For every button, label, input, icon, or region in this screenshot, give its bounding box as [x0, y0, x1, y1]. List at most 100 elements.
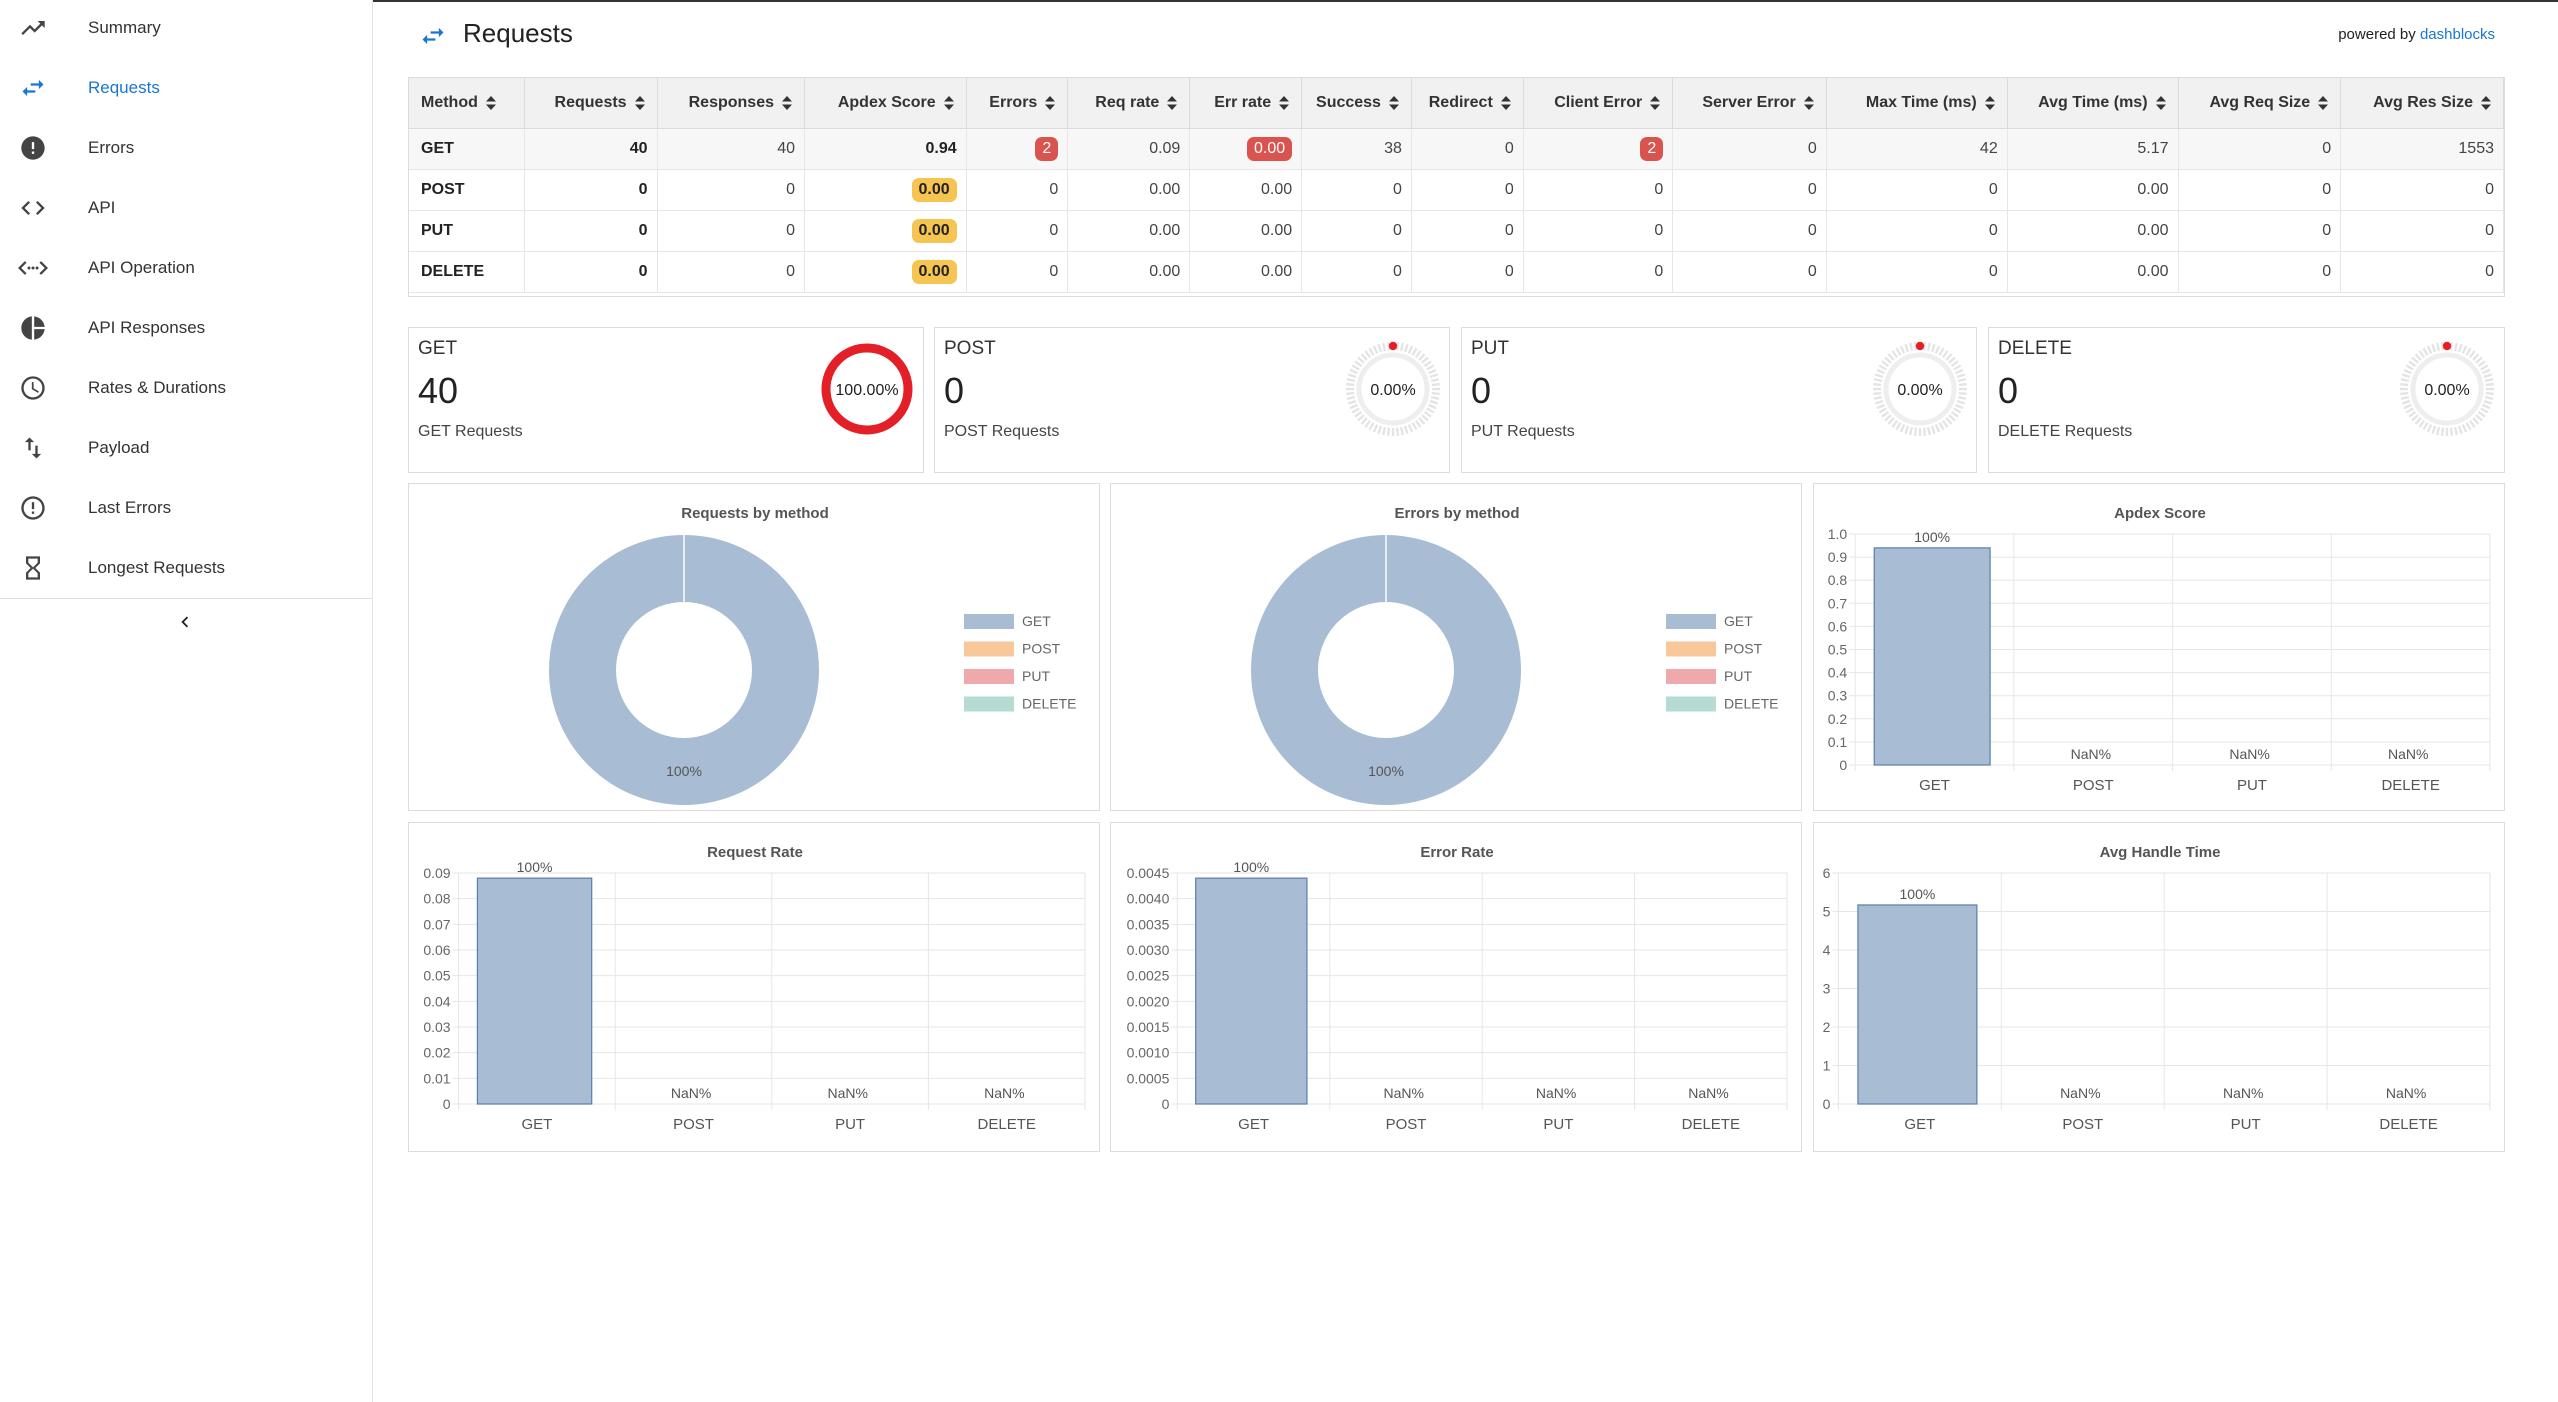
- x-tick-label: GET: [1238, 1116, 1269, 1133]
- bar-get[interactable]: [1195, 877, 1308, 1105]
- table-row: PUT 0 0 0.00 0 0.00 0.00 0 0 0 0 0 0.00 0 0: [409, 210, 2504, 251]
- y-tick-label: 0.08: [423, 891, 450, 907]
- legend-swatch-delete[interactable]: [1666, 696, 1716, 712]
- column-header-label: Req rate: [1095, 93, 1160, 111]
- column-header-max-time-ms[interactable]: Max Time (ms): [1826, 78, 2008, 129]
- x-tick-label: PUT: [2237, 777, 2267, 794]
- bar-get[interactable]: [476, 877, 593, 1105]
- legend-label: GET: [1022, 613, 1051, 629]
- code-icon: [17, 192, 49, 224]
- column-header-err-rate[interactable]: Err rate: [1189, 78, 1303, 129]
- cell-req-rate: 0.00: [1067, 210, 1191, 251]
- column-header-client-error[interactable]: Client Error: [1523, 78, 1674, 129]
- bar-get[interactable]: [1873, 547, 1991, 766]
- bar-label: NaN%: [984, 1085, 1024, 1101]
- sidebar-item-longest-requests[interactable]: Longest Requests: [0, 538, 372, 598]
- y-tick-label: 0.6: [1828, 618, 1848, 634]
- column-header-success[interactable]: Success: [1301, 78, 1412, 129]
- sidebar-item-errors[interactable]: Errors: [0, 118, 372, 178]
- gauge-percent: 100.00%: [835, 382, 898, 399]
- column-header-avg-req-size[interactable]: Avg Req Size: [2178, 78, 2342, 129]
- legend-swatch-post[interactable]: [964, 641, 1014, 657]
- cell-req-rate: 0.09: [1067, 128, 1191, 169]
- cell-redirect: 0: [1411, 169, 1524, 210]
- dashblocks-link[interactable]: dashblocks: [2419, 26, 2495, 43]
- swap-arrows-icon: [17, 72, 49, 104]
- legend-swatch-put[interactable]: [964, 669, 1014, 684]
- cell-max-time-ms: 0: [1826, 210, 2008, 251]
- card-value: 0: [1998, 370, 2019, 411]
- column-header-requests[interactable]: Requests: [524, 78, 658, 129]
- sort-icon: [1803, 95, 1814, 110]
- column-header-avg-res-size[interactable]: Avg Res Size: [2340, 78, 2504, 129]
- chart-svg: Requests by method 100% GET POST PUT DELETE: [549, 505, 1076, 805]
- card-gauge: 0.00%: [1346, 341, 1440, 436]
- cell-redirect: 0: [1411, 128, 1524, 169]
- sort-icon: [1500, 95, 1511, 110]
- legend-swatch-put[interactable]: [1666, 669, 1716, 684]
- sidebar-item-api-operation[interactable]: API Operation: [0, 238, 372, 298]
- card-put: PUT 0 PUT Requests 0.00%: [1461, 327, 1977, 473]
- column-header-redirect[interactable]: Redirect: [1411, 78, 1524, 129]
- x-tick-label: PUT: [2231, 1116, 2261, 1133]
- card-gauge: 0.00%: [2400, 341, 2494, 436]
- column-header-errors[interactable]: Errors: [966, 78, 1069, 129]
- column-header-req-rate[interactable]: Req rate: [1067, 78, 1191, 129]
- legend-swatch-get[interactable]: [1666, 614, 1716, 629]
- pie-chart-icon: [17, 312, 49, 344]
- collapse-sidebar-button[interactable]: [170, 607, 200, 637]
- cell-errors: 0: [966, 251, 1069, 292]
- column-header-label: Requests: [554, 93, 627, 111]
- sort-icon: [2481, 95, 2491, 110]
- sidebar-item-label: Requests: [88, 78, 160, 97]
- column-header-label: Responses: [688, 93, 774, 111]
- cell-apdex-score: 0.00: [804, 210, 967, 251]
- bar-label: NaN%: [671, 1085, 711, 1101]
- cell-err-rate: 0.00: [1189, 251, 1303, 292]
- sidebar-item-payload[interactable]: Payload: [0, 418, 372, 478]
- x-tick-label: POST: [1386, 1116, 1427, 1133]
- column-header-avg-time-ms[interactable]: Avg Time (ms): [2007, 78, 2179, 129]
- legend-label: POST: [1022, 641, 1061, 657]
- sidebar-item-rates-durations[interactable]: Rates & Durations: [0, 358, 372, 418]
- bar-label: 100%: [1900, 886, 1936, 902]
- legend-label: POST: [1724, 641, 1763, 657]
- sidebar-item-last-errors[interactable]: Last Errors: [0, 478, 372, 538]
- column-header-label: Avg Res Size: [2373, 93, 2473, 111]
- legend-swatch-delete[interactable]: [964, 696, 1014, 712]
- legend-swatch-get[interactable]: [964, 614, 1014, 629]
- value-badge: 0.00: [1247, 136, 1293, 161]
- y-tick-label: 0.01: [423, 1070, 450, 1086]
- sidebar-item-api[interactable]: API: [0, 178, 372, 238]
- y-tick-label: 0.5: [1828, 642, 1848, 658]
- gauge-marker: [2442, 341, 2452, 351]
- cell-responses: 0: [657, 251, 806, 292]
- y-tick-label: 0.02: [423, 1045, 450, 1061]
- cell-success: 0: [1301, 210, 1412, 251]
- column-header-apdex-score[interactable]: Apdex Score: [804, 78, 967, 129]
- cell-avg-res-size: 0: [2340, 169, 2504, 210]
- card-get: GET 40 GET Requests 100.00%: [408, 327, 924, 473]
- card-value: 0: [944, 370, 965, 411]
- legend-swatch-post[interactable]: [1666, 641, 1716, 657]
- clock-icon: [17, 372, 49, 404]
- swap-arrows-icon: [422, 27, 444, 45]
- sidebar-item-api-responses[interactable]: API Responses: [0, 298, 372, 358]
- sort-icon: [1279, 95, 1290, 110]
- card-subtitle: DELETE Requests: [1998, 423, 2133, 440]
- table-body: GET 40 40 0.94 2 0.09 0.00 38 0 2 0 42 5.17 0 1553 POST…: [409, 128, 2504, 292]
- gauge-ring: [2410, 352, 2484, 426]
- cell-responses: 0: [657, 169, 806, 210]
- column-header-label: Avg Time (ms): [2038, 93, 2148, 111]
- column-header-responses[interactable]: Responses: [657, 78, 806, 129]
- sort-icon: [782, 95, 792, 110]
- chart-svg: Error Rate 0 0.0005 0.0010 0.0015 0.0020 0.002…: [1127, 844, 1788, 1133]
- bar-label: NaN%: [2060, 1085, 2100, 1101]
- sidebar-item-summary[interactable]: Summary: [0, 0, 372, 58]
- bar-label: NaN%: [828, 1085, 868, 1101]
- bar-get[interactable]: [1857, 904, 1978, 1105]
- cell-max-time-ms: 0: [1826, 251, 2008, 292]
- sidebar-item-requests[interactable]: Requests: [0, 58, 372, 118]
- column-header-server-error[interactable]: Server Error: [1672, 78, 1827, 129]
- column-header-method[interactable]: Method: [409, 78, 526, 129]
